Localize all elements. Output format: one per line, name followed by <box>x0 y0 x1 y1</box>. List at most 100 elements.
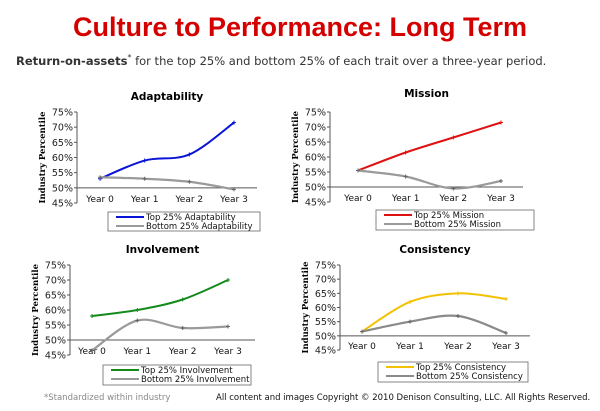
legend-box <box>377 361 529 383</box>
series-line-top <box>91 279 229 317</box>
series-line-top <box>361 292 507 333</box>
y-tick-label: 45% <box>52 199 73 210</box>
data-point <box>403 174 408 179</box>
data-point <box>232 187 236 192</box>
data-point <box>142 158 147 163</box>
y-tick-label: 75% <box>45 261 66 272</box>
y-tick-label: 60% <box>52 153 73 164</box>
data-point <box>90 314 94 318</box>
y-axis-label: Industry Percentile <box>301 261 311 354</box>
x-tick-label: Year 1 <box>130 195 159 205</box>
y-tick-label: 45% <box>45 351 66 362</box>
x-tick-label: Year 0 <box>347 342 376 352</box>
chart-title: Adaptability <box>131 91 204 103</box>
data-point <box>135 318 140 323</box>
y-tick-label: 75% <box>315 261 336 272</box>
x-tick-label: Year 3 <box>491 342 520 352</box>
copyright: All content and images Copyright © 2010 … <box>216 393 591 403</box>
subtitle-metric: Return-on-assets <box>16 53 128 68</box>
data-point <box>98 175 102 180</box>
y-axis-label: Industry Percentile <box>38 111 48 204</box>
data-point <box>456 291 460 296</box>
x-tick-label: Year 2 <box>168 347 197 357</box>
y-tick-label: 75% <box>52 108 73 119</box>
data-point <box>403 150 408 155</box>
y-tick-label: 65% <box>305 138 326 149</box>
data-point <box>356 168 360 173</box>
y-tick-label: 60% <box>315 303 336 314</box>
x-tick-label: Year 1 <box>123 347 152 357</box>
legend-box <box>102 364 252 386</box>
data-point <box>226 324 230 329</box>
subtitle-footnote-mark: * <box>127 53 132 62</box>
data-point <box>499 179 503 183</box>
chart-adaptability: Adaptability Industry Percentile 45% 50% 55%… <box>38 91 261 232</box>
legend-label: Top 25% Involvement <box>140 366 233 376</box>
y-tick-label: 55% <box>52 168 73 179</box>
y-tick-label: 50% <box>45 336 66 347</box>
y-tick-label: 70% <box>315 275 336 286</box>
chart-involvement: Involvement Industry Percentile 45% 50% 55% 6… <box>31 244 255 386</box>
x-tick-label: Year 0 <box>85 195 114 205</box>
data-point <box>360 329 364 334</box>
x-tick-label: Year 2 <box>439 194 468 204</box>
y-axis-label: Industry Percentile <box>291 110 301 203</box>
x-tick-label: Year 1 <box>391 194 420 204</box>
x-tick-label: Year 3 <box>486 194 515 204</box>
subtitle-text: for the top 25% and bottom 25% of each t… <box>131 53 547 68</box>
y-tick-label: 50% <box>52 183 73 194</box>
y-tick-label: 60% <box>305 153 326 164</box>
data-point <box>456 314 460 318</box>
data-point <box>90 348 94 353</box>
legend-label: Top 25% Adaptability <box>145 213 236 223</box>
series-line-bottom <box>357 169 502 190</box>
y-tick-label: 45% <box>305 198 326 209</box>
y-tick-label: 70% <box>52 123 73 134</box>
data-point <box>180 297 185 302</box>
y-tick-label: 70% <box>45 276 66 287</box>
legend-label: Bottom 25% Mission <box>414 220 501 230</box>
y-tick-label: 60% <box>45 306 66 317</box>
y-axis-label: Industry Percentile <box>31 263 41 356</box>
x-tick-label: Year 3 <box>213 347 242 357</box>
series-line-bottom <box>361 314 507 335</box>
data-point <box>451 135 456 140</box>
data-point <box>135 308 140 312</box>
data-point <box>451 186 456 191</box>
series-line-bottom <box>91 318 229 352</box>
data-point <box>408 299 412 304</box>
y-tick-label: 50% <box>315 331 336 342</box>
legend-label: Top 25% Mission <box>413 211 484 221</box>
y-tick-label: 50% <box>305 183 326 194</box>
subtitle: Return-on-assets* for the top 25% and bo… <box>16 53 546 68</box>
legend-label: Top 25% Consistency <box>415 363 506 373</box>
y-tick-label: 65% <box>52 138 73 149</box>
data-point <box>142 176 147 181</box>
x-tick-label: Year 3 <box>219 195 248 205</box>
x-tick-label: Year 2 <box>175 195 204 205</box>
data-point <box>180 326 185 330</box>
series-line-top <box>357 121 502 172</box>
data-point <box>408 319 412 324</box>
legend-box <box>107 211 261 232</box>
data-point <box>504 331 508 335</box>
y-tick-label: 55% <box>305 168 326 179</box>
data-point <box>226 278 230 282</box>
y-tick-label: 75% <box>305 108 326 119</box>
chart-mission: Mission Industry Percentile 45% 50% 55% 60% 65… <box>291 88 535 231</box>
data-point <box>232 120 236 125</box>
y-tick-label: 65% <box>315 289 336 300</box>
y-tick-label: 55% <box>315 317 336 328</box>
data-point <box>187 152 192 157</box>
data-point <box>499 120 503 125</box>
data-point <box>187 179 192 184</box>
x-tick-label: Year 1 <box>395 342 424 352</box>
y-tick-label: 70% <box>305 123 326 134</box>
x-tick-label: Year 0 <box>343 194 372 204</box>
chart-consistency: Consistency Industry Percentile 45% 50% 55% 6… <box>301 244 530 383</box>
y-tick-label: 45% <box>315 346 336 357</box>
